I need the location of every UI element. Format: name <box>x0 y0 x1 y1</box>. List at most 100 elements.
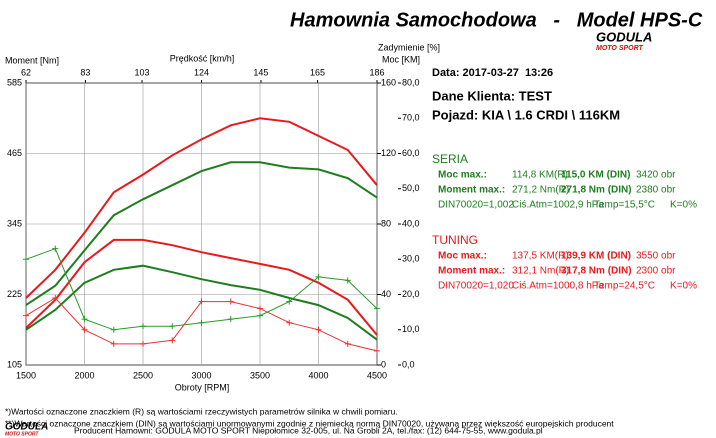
y3-tick-label: 10,0 <box>402 324 420 334</box>
logo-name: GODULA <box>596 29 652 44</box>
marker <box>140 340 146 347</box>
block-cell: 115,0 KM (DIN) <box>561 170 630 181</box>
block-cell: 139,9 KM (DIN) <box>561 251 631 262</box>
marker <box>257 312 263 319</box>
x-tick-label: 4500 <box>367 370 387 380</box>
block-cell: Ciś.Atm=1000,8 hPa <box>512 281 604 292</box>
y-tick-label: 465 <box>7 148 22 158</box>
block-cell: 317,8 Nm (DIN) <box>561 266 632 277</box>
series-line <box>25 238 378 336</box>
block-cell: Temp=24,5°C <box>594 281 655 292</box>
block-cell: K=0% <box>670 281 697 292</box>
block-cell: Temp=15,5°C <box>594 200 655 211</box>
marker <box>52 245 59 252</box>
marker <box>286 298 293 305</box>
x2-axis-title: Prędkość [km/h] <box>170 53 235 63</box>
x2-tick-label: 186 <box>369 67 384 77</box>
block-cell: K=0% <box>670 200 697 211</box>
client: Dane Klienta: TEST <box>432 88 552 103</box>
y3-tick-label: 60,0 <box>402 148 420 158</box>
x2-tick-label: 103 <box>135 67 150 77</box>
y2-tick-label: 40 <box>381 289 391 299</box>
marker <box>315 273 322 280</box>
x-tick-label: 2500 <box>133 370 153 380</box>
marker <box>81 316 88 323</box>
x-axis-title: Obroty [RPM] <box>175 382 230 392</box>
block-title: TUNING <box>432 233 478 247</box>
marker <box>169 337 176 344</box>
marker <box>227 316 234 323</box>
y-tick-label: 225 <box>7 289 22 299</box>
y2-tick-label: 120 <box>381 148 396 158</box>
marker <box>23 312 29 319</box>
block-cell: 271,2 Nm(R) <box>512 185 569 196</box>
marker <box>110 326 117 333</box>
series-line <box>25 161 378 306</box>
x-tick-label: 1500 <box>16 370 36 380</box>
block-cell: 3550 obr <box>636 251 676 262</box>
marker <box>198 319 205 326</box>
logo-tagline: MOTO SPORT <box>5 431 39 437</box>
y-axis-title: Moment [Nm] <box>5 55 59 65</box>
y3-axis-title: Zadymienie [%] <box>378 42 440 52</box>
date: Data: 2017-03-27 13:26 <box>432 67 553 79</box>
series-line <box>25 117 378 299</box>
marker <box>198 298 205 305</box>
x2-tick-label: 124 <box>194 67 209 77</box>
x2-tick-label: 145 <box>253 67 268 77</box>
marker <box>374 347 380 354</box>
marker <box>257 305 263 312</box>
block-cell: Moc max.: <box>438 170 487 181</box>
block-cell: 3420 obr <box>636 170 676 181</box>
block-cell: Moment max.: <box>438 266 505 277</box>
x-tick-label: 3000 <box>191 370 211 380</box>
block-cell: 2380 obr <box>636 185 676 196</box>
block-cell: Moment max.: <box>438 185 505 196</box>
block-cell: Moc max.: <box>438 251 487 262</box>
block-cell: Ciś.Atm=1002,9 hPa <box>512 200 604 211</box>
producer: Producent Hamowni: GODULA MOTO SPORT Nie… <box>74 425 543 435</box>
y3-tick-label: 40,0 <box>402 218 420 228</box>
marker <box>110 340 117 347</box>
marker <box>344 277 351 284</box>
block-cell: 114,8 KM(R) <box>512 170 568 181</box>
x-tick-label: 3500 <box>250 370 270 380</box>
title: Hamownia Samochodowa - Model HPS-C <box>290 9 703 31</box>
marker <box>169 323 176 330</box>
footnote: *)Wartości oznaczone znaczkiem (R) są wa… <box>5 406 398 416</box>
block-cell: 137,5 KM(R) <box>512 251 569 262</box>
block-cell: DIN70020=1,002 <box>438 200 514 211</box>
y-tick-label: 345 <box>7 218 22 228</box>
marker <box>374 305 380 312</box>
x2-tick-label: 83 <box>80 67 90 77</box>
y-tick-label: 105 <box>7 359 22 369</box>
logo-name: GODULA <box>5 422 48 433</box>
marker <box>344 340 351 347</box>
marker <box>315 326 322 333</box>
y2-tick-label: 160 <box>381 77 396 87</box>
block-cell: DIN70020=1,020 <box>438 281 514 292</box>
x2-tick-label: 165 <box>310 67 325 77</box>
y3-tick-label: 20,0 <box>402 289 420 299</box>
block-title: SERIA <box>432 152 468 166</box>
y3-tick-label: 30,0 <box>402 254 420 264</box>
x2-tick-label: 62 <box>21 67 31 77</box>
marker <box>140 323 146 330</box>
vehicle: Pojazd: KIA \ 1.6 CRDI \ 116KM <box>432 107 620 122</box>
logo-tagline: MOTO SPORT <box>596 45 644 52</box>
x-tick-label: 4000 <box>308 370 328 380</box>
block-cell: 271,8 Nm (DIN) <box>561 185 632 196</box>
marker <box>52 295 59 302</box>
footnote: **)Wartości oznaczone znaczkiem (DIN) są… <box>5 418 614 428</box>
y3-tick-label: 50,0 <box>402 183 420 193</box>
marker <box>286 319 293 326</box>
block-cell: 312,1 Nm(R) <box>512 266 569 277</box>
y3-tick-label: 0,0 <box>402 359 415 369</box>
marker <box>81 326 88 333</box>
y3-tick-label: 70,0 <box>402 113 420 123</box>
series-line <box>25 264 378 341</box>
y3-tick-label: 80,0 <box>402 77 420 87</box>
y2-tick-label: 0 <box>381 359 386 369</box>
block-cell: 2300 obr <box>636 266 676 277</box>
